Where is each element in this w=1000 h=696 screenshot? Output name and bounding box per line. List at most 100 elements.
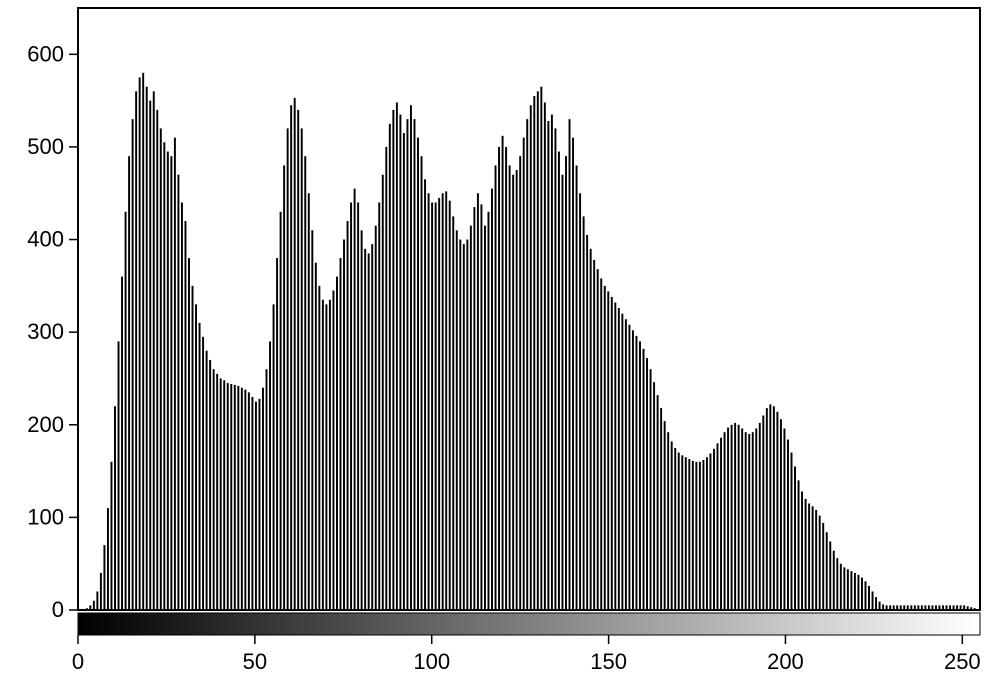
histogram-bar — [815, 510, 817, 610]
histogram-bar — [727, 428, 729, 610]
histogram-bar — [290, 105, 292, 610]
histogram-bar — [311, 230, 313, 610]
x-tick-label: 250 — [944, 649, 981, 674]
histogram-bar — [579, 193, 581, 610]
histogram-bar — [674, 448, 676, 610]
histogram-bar — [431, 202, 433, 610]
histogram-bar — [132, 119, 134, 610]
histogram-bar — [354, 189, 356, 610]
histogram-bar — [836, 558, 838, 610]
histogram-bar — [798, 480, 800, 610]
histogram-bar — [340, 258, 342, 610]
histogram-bar — [706, 457, 708, 610]
histogram-bar — [731, 425, 733, 610]
histogram-bar — [833, 551, 835, 610]
histogram-bar — [195, 304, 197, 610]
histogram-bar — [801, 491, 803, 610]
histogram-bar — [438, 198, 440, 610]
histogram-bar — [569, 119, 571, 610]
histogram-bar — [364, 249, 366, 610]
histogram-bar — [491, 189, 493, 610]
histogram-bar — [251, 397, 253, 610]
histogram-bar — [241, 388, 243, 610]
histogram-bar — [213, 369, 215, 610]
histogram-bar — [762, 416, 764, 610]
histogram-bar — [315, 263, 317, 610]
histogram-bar — [435, 202, 437, 610]
histogram-bar — [111, 462, 113, 610]
histogram-bar — [822, 523, 824, 610]
histogram-bar — [153, 91, 155, 610]
histogram-bar — [879, 602, 881, 610]
histogram-bars — [86, 73, 976, 610]
histogram-bar — [121, 277, 123, 610]
histogram-bar — [389, 124, 391, 610]
histogram-bar — [791, 453, 793, 610]
histogram-bar — [269, 341, 271, 610]
x-ticks: 050100150200250 — [72, 635, 981, 674]
histogram-bar — [473, 207, 475, 610]
y-tick-label: 500 — [27, 134, 64, 159]
histogram-bar — [480, 204, 482, 610]
histogram-bar — [611, 297, 613, 610]
histogram-bar — [456, 230, 458, 610]
histogram-bar — [258, 399, 260, 610]
histogram-bar — [318, 286, 320, 610]
histogram-bar — [414, 119, 416, 610]
histogram-bar — [639, 341, 641, 610]
x-tick-label: 50 — [243, 649, 267, 674]
histogram-bar — [424, 179, 426, 610]
histogram-bar — [709, 453, 711, 610]
histogram-bar — [146, 87, 148, 610]
histogram-bar — [512, 175, 514, 610]
histogram-bar — [163, 142, 165, 610]
y-tick-label: 0 — [52, 597, 64, 622]
histogram-bar — [562, 175, 564, 610]
histogram-bar — [177, 175, 179, 610]
histogram-bar — [685, 457, 687, 610]
histogram-bar — [234, 385, 236, 610]
histogram-bar — [442, 193, 444, 610]
histogram-bar — [96, 591, 98, 610]
intensity-gradient — [78, 613, 980, 635]
histogram-bar — [650, 369, 652, 610]
histogram-bar — [484, 226, 486, 610]
histogram-bar — [843, 567, 845, 610]
histogram-bar — [343, 240, 345, 610]
histogram-bar — [406, 119, 408, 610]
histogram-bar — [421, 156, 423, 610]
histogram-bar — [576, 165, 578, 610]
histogram-bar — [100, 573, 102, 610]
histogram-bar — [216, 374, 218, 610]
histogram-bar — [244, 390, 246, 610]
histogram-bar — [544, 102, 546, 610]
histogram-bar — [667, 432, 669, 610]
histogram-bar — [787, 440, 789, 610]
x-tick-label: 200 — [767, 649, 804, 674]
histogram-bar — [498, 147, 500, 610]
histogram-bar — [449, 201, 451, 610]
histogram-bar — [865, 581, 867, 610]
histogram-bar — [505, 147, 507, 610]
histogram-bar — [664, 421, 666, 610]
histogram-bar — [766, 408, 768, 610]
histogram-bar — [502, 136, 504, 610]
histogram-bar — [118, 341, 120, 610]
histogram-bar — [875, 597, 877, 610]
y-tick-label: 200 — [27, 412, 64, 437]
histogram-bar — [459, 240, 461, 610]
histogram-bar — [625, 319, 627, 610]
histogram-bar — [604, 286, 606, 610]
histogram-bar — [565, 156, 567, 610]
histogram-bar — [350, 202, 352, 610]
histogram-bar — [125, 212, 127, 610]
histogram-bar — [322, 300, 324, 610]
histogram-bar — [688, 459, 690, 610]
x-tick-label: 0 — [72, 649, 84, 674]
histogram-bar — [526, 119, 528, 610]
histogram-bar — [635, 336, 637, 610]
histogram-bar — [230, 384, 232, 610]
histogram-bar — [329, 300, 331, 610]
histogram-bar — [170, 156, 172, 610]
histogram-bar — [128, 156, 130, 610]
